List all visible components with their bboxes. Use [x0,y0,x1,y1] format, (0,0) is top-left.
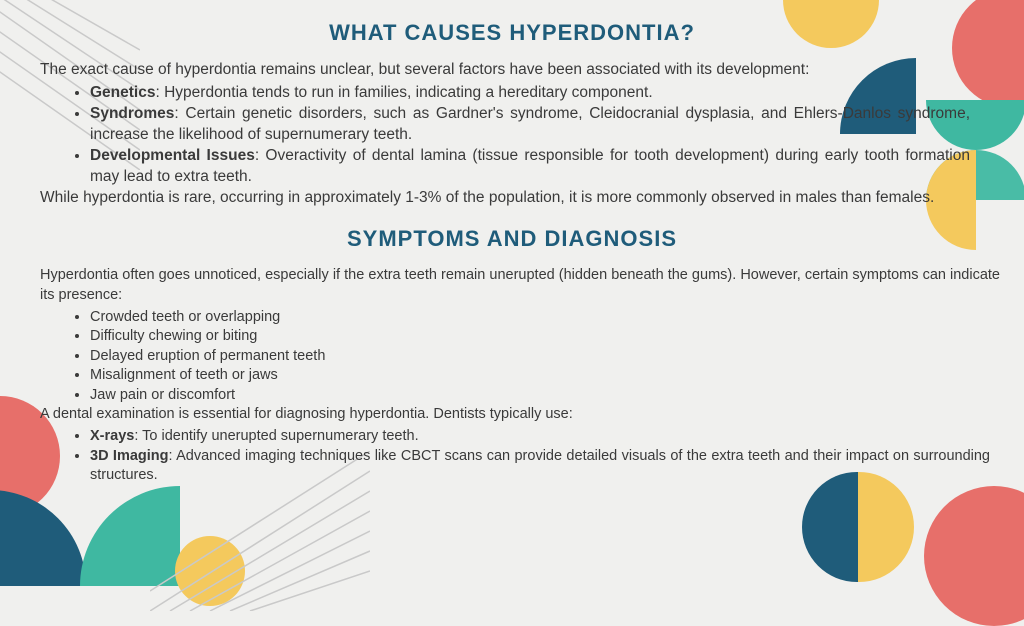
list-item: Developmental Issues: Overactivity of de… [90,146,980,188]
list-item: 3D Imaging: Advanced imaging techniques … [90,447,1000,486]
symptoms-section: Hyperdontia often goes unnoticed, especi… [40,266,1000,485]
page-content: WHAT CAUSES HYPERDONTIA? The exact cause… [0,0,1024,506]
list-item: Jaw pain or discomfort [90,386,1000,406]
list-item: Genetics: Hyperdontia tends to run in fa… [90,83,980,104]
bullet-label: Genetics [90,84,155,101]
causes-section: The exact cause of hyperdontia remains u… [40,60,980,208]
decor-circle-coral-bottom-right [924,486,1024,626]
list-item: Crowded teeth or overlapping [90,308,1000,328]
bullet-text: : Certain genetic disorders, such as Gar… [90,105,970,143]
causes-list: Genetics: Hyperdontia tends to run in fa… [40,83,980,188]
symptoms-heading: SYMPTOMS AND DIAGNOSIS [40,226,984,252]
bullet-text: : To identify unerupted supernumerary te… [134,428,418,444]
bullet-label: Developmental Issues [90,147,255,164]
symptoms-mid: A dental examination is essential for di… [40,405,1000,425]
list-item: Syndromes: Certain genetic disorders, su… [90,104,980,146]
causes-outro: While hyperdontia is rare, occurring in … [40,188,980,209]
bullet-label: 3D Imaging [90,448,169,464]
bullet-label: Syndromes [90,105,174,122]
symptoms-intro: Hyperdontia often goes unnoticed, especi… [40,266,1000,305]
causes-heading: WHAT CAUSES HYPERDONTIA? [40,20,984,46]
bullet-text: : Advanced imaging techniques like CBCT … [90,448,990,484]
list-item: Delayed eruption of permanent teeth [90,347,1000,367]
bullet-label: X-rays [90,428,134,444]
causes-intro: The exact cause of hyperdontia remains u… [40,60,980,81]
list-item: Misalignment of teeth or jaws [90,366,1000,386]
bullet-text: : Hyperdontia tends to run in families, … [155,84,652,101]
list-item: Difficulty chewing or biting [90,327,1000,347]
diagnosis-list: X-rays: To identify unerupted supernumer… [40,427,1000,486]
list-item: X-rays: To identify unerupted supernumer… [90,427,1000,447]
symptoms-list: Crowded teeth or overlapping Difficulty … [40,308,1000,406]
